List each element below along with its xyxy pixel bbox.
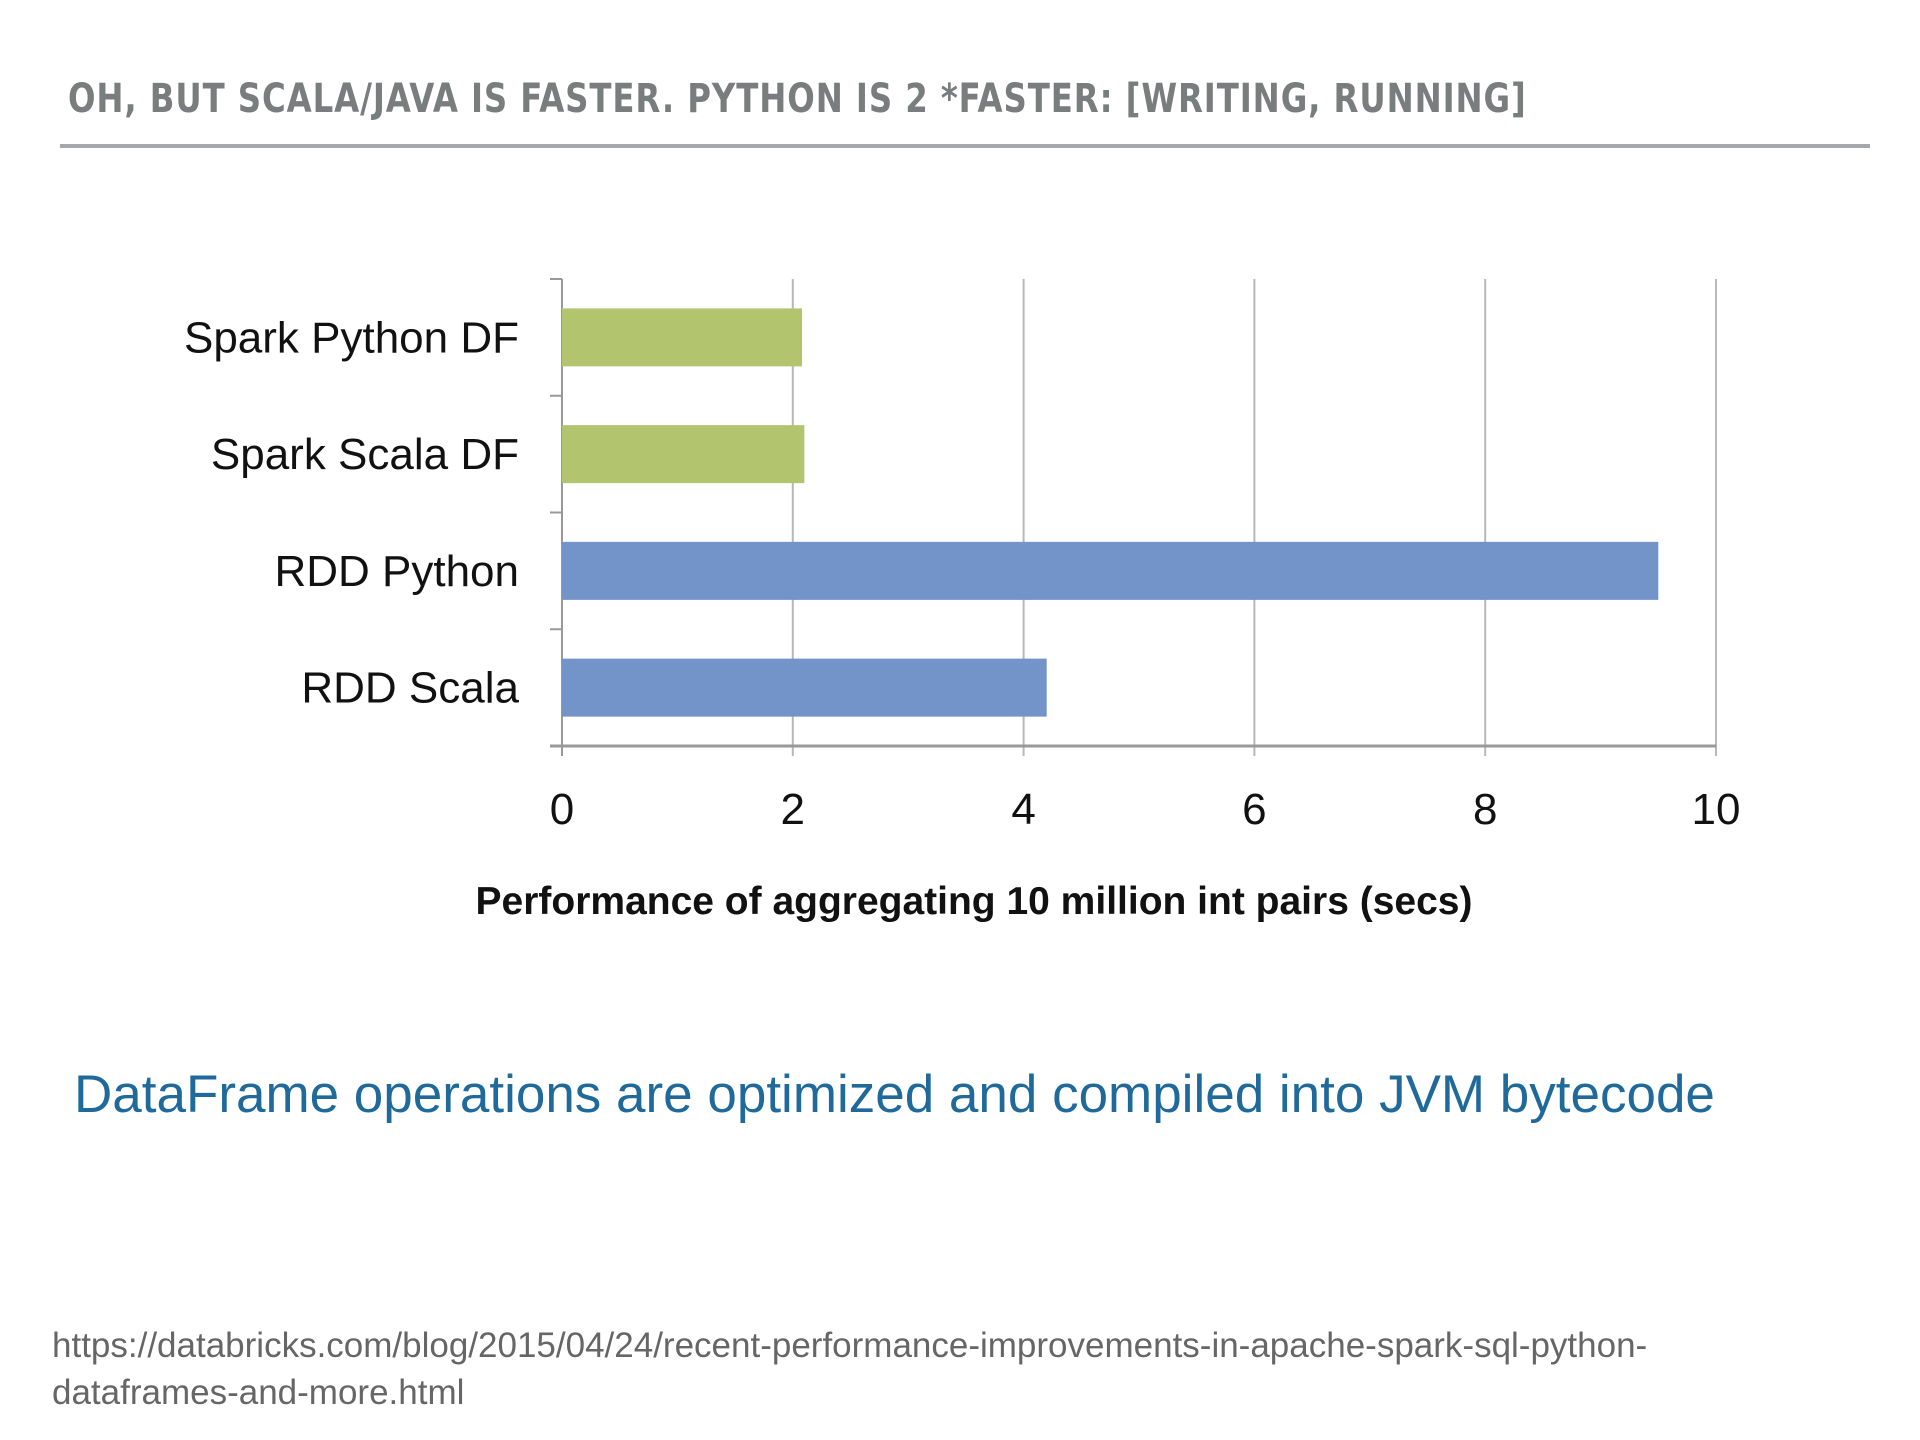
x-tick-label: 2 bbox=[781, 785, 805, 834]
bar bbox=[562, 541, 1659, 600]
source-line-1[interactable]: https://databricks.com/blog/2015/04/24/r… bbox=[52, 1326, 1648, 1365]
y-category-label: RDD Python bbox=[274, 547, 519, 596]
bar bbox=[562, 308, 803, 367]
x-tick-label: 10 bbox=[1692, 785, 1741, 834]
bar-chart: 0 2 4 6 8 10 Spark Python DF Spark Scala DF RDD … bbox=[184, 278, 1741, 923]
x-tick-label: 0 bbox=[550, 785, 574, 834]
x-tick-label: 4 bbox=[1011, 785, 1035, 834]
source-line-2[interactable]: dataframes-and-more.html bbox=[52, 1373, 465, 1412]
x-axis-label: Performance of aggregating 10 million in… bbox=[476, 880, 1473, 923]
y-category-label: Spark Scala DF bbox=[211, 430, 519, 479]
caption: DataFrame operations are optimized and c… bbox=[74, 1065, 1715, 1124]
y-category-label: Spark Python DF bbox=[184, 313, 519, 362]
title-divider bbox=[60, 144, 1870, 148]
y-category-label: RDD Scala bbox=[301, 664, 519, 713]
bar bbox=[562, 425, 805, 484]
x-tick-label: 8 bbox=[1473, 785, 1497, 834]
slide-title: OH, BUT SCALA/JAVA IS FASTER. PYTHON IS … bbox=[68, 76, 1527, 122]
source-link[interactable]: https://databricks.com/blog/2015/04/24/r… bbox=[52, 1322, 1852, 1416]
x-tick-label: 6 bbox=[1242, 785, 1266, 834]
bar bbox=[562, 658, 1047, 717]
